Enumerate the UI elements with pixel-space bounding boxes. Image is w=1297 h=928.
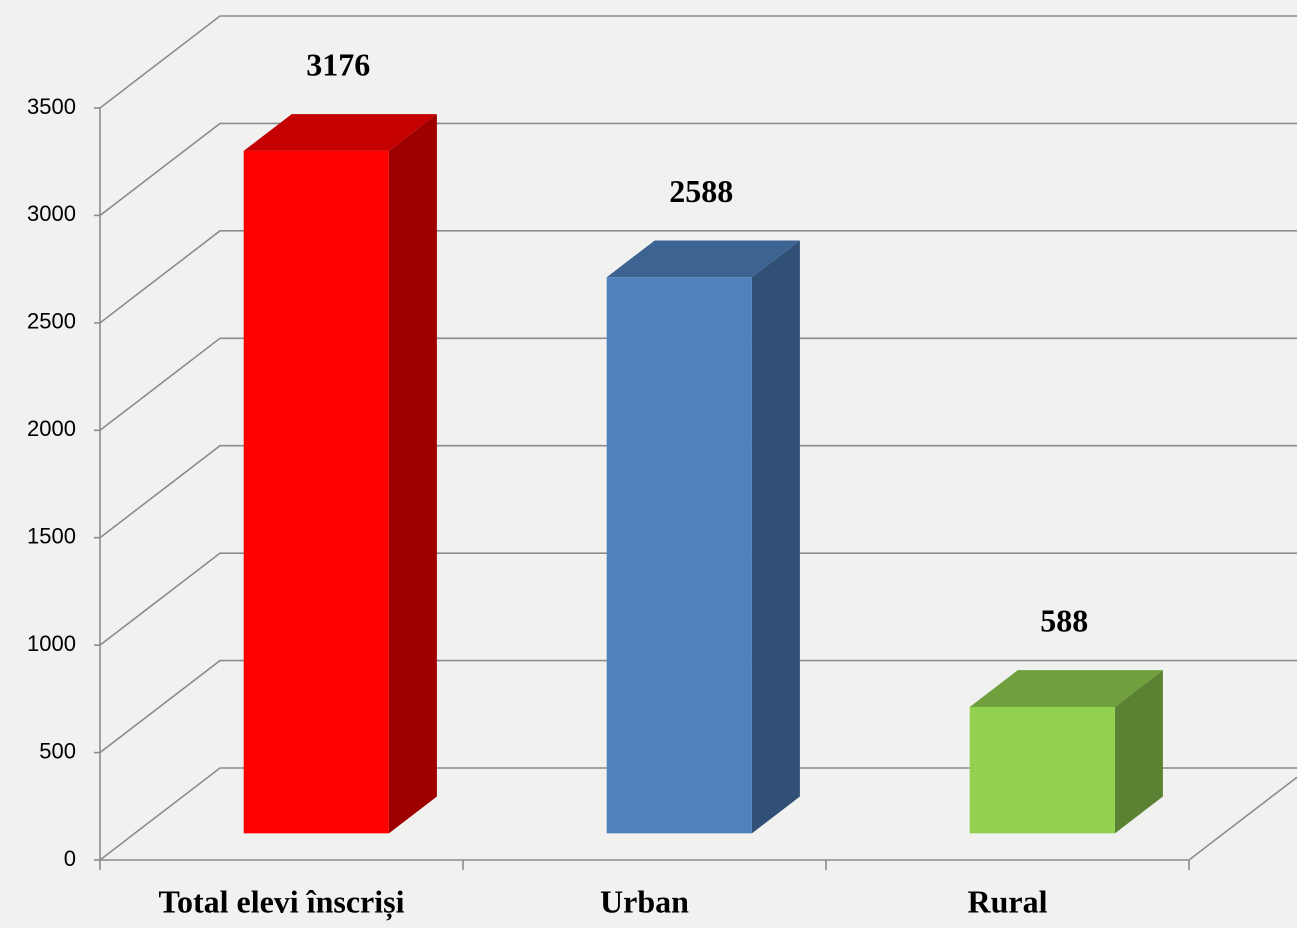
grid-line — [99, 230, 1297, 324]
bar-side — [751, 240, 800, 834]
grid-line — [99, 659, 1297, 754]
grid-line — [99, 337, 1297, 431]
y-tick-label: 2000 — [27, 416, 76, 441]
bar — [606, 277, 752, 834]
bar — [969, 706, 1115, 834]
y-tick-label: 1000 — [27, 631, 76, 656]
y-tick-label: 500 — [39, 738, 76, 763]
bar — [243, 150, 389, 834]
x-tick-label: Total elevi înscriși — [159, 883, 405, 920]
grid-line — [99, 552, 1297, 646]
value-label: 3176 — [306, 46, 370, 82]
x-tick-label: Urban — [600, 883, 689, 919]
y-tick-label: 3500 — [27, 94, 76, 119]
value-label: 588 — [1040, 603, 1088, 639]
bar-side — [388, 114, 437, 834]
y-tick-label: 0 — [64, 846, 76, 871]
y-tick-label: 1500 — [27, 524, 76, 549]
bar-side — [1114, 670, 1163, 834]
bar-top — [243, 114, 437, 151]
grid-line — [99, 122, 1297, 217]
y-tick-label: 2500 — [27, 309, 76, 334]
value-label: 2588 — [669, 173, 733, 209]
grid-line — [99, 767, 1297, 861]
x-tick-label: Rural — [968, 883, 1048, 919]
y-tick-label: 3000 — [27, 201, 76, 226]
bar-top — [969, 670, 1163, 707]
grid-line — [99, 444, 1297, 539]
grid-line — [99, 15, 1297, 109]
bar-top — [606, 240, 800, 278]
